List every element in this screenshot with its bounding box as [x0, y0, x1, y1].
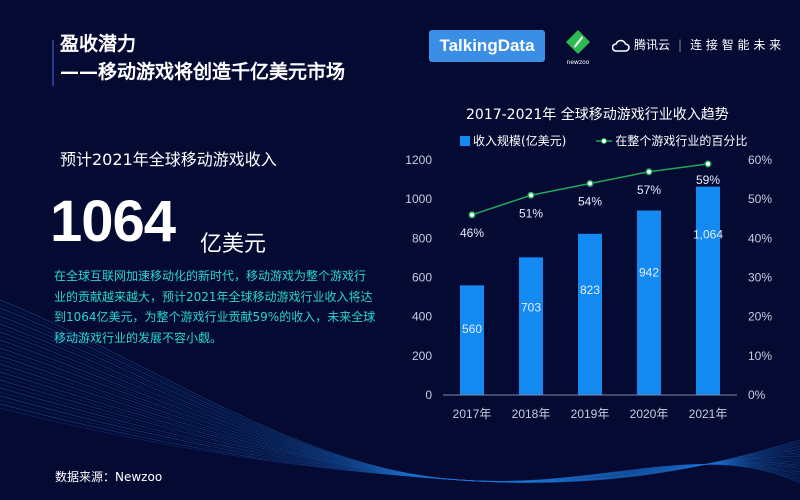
bar: [578, 233, 602, 395]
line-point: [468, 211, 476, 219]
y-tick-label: 1200: [405, 153, 432, 167]
bar-value-label: 823: [580, 283, 600, 297]
wave-line: [0, 307, 800, 483]
line-point: [645, 168, 653, 176]
description-paragraph: 在全球互联网加速移动化的新时代，移动游戏为整个游戏行业的贡献越来越大，预计202…: [54, 269, 376, 345]
title-line1: 盈收潜力: [60, 33, 137, 55]
page-title: 盈收潜力 ——移动游戏将创造千亿美元市场: [60, 30, 345, 86]
x-tick-label: 2017年: [453, 407, 492, 421]
wave-line: [0, 383, 800, 482]
tencent-slogan: 连 接 智 能 未 来: [690, 38, 782, 52]
bar-value-label: 1,064: [693, 228, 723, 242]
wave-line: [0, 339, 800, 483]
y-tick-label: 600: [412, 271, 432, 285]
data-source: 数据来源：Newzoo: [55, 470, 163, 484]
y2-tick-label: 10%: [748, 349, 772, 363]
line-value-label: 54%: [578, 195, 602, 209]
line-value-label: 51%: [519, 206, 543, 220]
wave-line: [0, 371, 800, 482]
wave-line: [0, 359, 800, 483]
wave-line: [0, 387, 800, 482]
y2-tick-label: 0%: [748, 388, 766, 402]
legend-bar: 收入规模(亿美元): [460, 132, 566, 149]
talkingdata-logo: TalkingData: [429, 30, 545, 62]
svg-text:newzoo: newzoo: [567, 59, 590, 66]
wave-line: [0, 399, 800, 482]
legend-bar-label: 收入规模(亿美元): [473, 134, 567, 148]
wave-line: [0, 299, 800, 483]
line-point: [704, 160, 712, 168]
y2-tick-label: 50%: [748, 192, 772, 206]
wave-line: [0, 367, 800, 482]
wave-line: [0, 351, 800, 483]
x-tick-label: 2020年: [630, 407, 669, 421]
y2-tick-label: 30%: [748, 271, 772, 285]
wave-line: [0, 355, 800, 483]
x-tick-label: 2018年: [512, 407, 551, 421]
bar-value-label: 942: [639, 266, 659, 280]
wave-line: [0, 395, 800, 482]
tencent-cloud-name: 腾讯云: [634, 38, 671, 52]
newzoo-logo: newzoo: [566, 30, 590, 66]
chart-legend: 收入规模(亿美元) 在整个游戏行业的百分比: [460, 132, 747, 149]
x-tick-label: 2021年: [689, 407, 728, 421]
y2-tick-label: 20%: [748, 310, 772, 324]
wave-line: [0, 407, 800, 484]
y-tick-label: 400: [412, 310, 432, 324]
wave-line: [0, 335, 800, 483]
tencent-cloud-logo: 腾讯云 | 连 接 智 能 未 来: [612, 36, 781, 53]
bar: [519, 257, 543, 395]
wave-line: [0, 391, 800, 482]
wave-line: [0, 403, 800, 482]
bar: [460, 285, 484, 395]
wave-line: [0, 327, 800, 483]
y-tick-label: 1000: [405, 192, 432, 206]
bar-value-label: 703: [521, 301, 541, 315]
wave-line: [0, 379, 800, 482]
y-tick-label: 200: [412, 349, 432, 363]
wave-line: [0, 303, 800, 483]
wave-line: [0, 375, 800, 482]
bar: [637, 210, 661, 395]
cloud-icon: [612, 39, 630, 52]
y2-tick-label: 40%: [748, 231, 772, 245]
line-point: [586, 179, 594, 188]
stat-subtitle: 预计2021年全球移动游戏收入: [60, 150, 277, 169]
wave-line: [0, 323, 800, 483]
legend-line: 在整个游戏行业的百分比: [596, 132, 747, 149]
line-point: [527, 191, 535, 199]
line-value-label: 57%: [637, 183, 661, 197]
logo-divider: |: [678, 37, 683, 52]
big-number: 1064: [50, 189, 176, 254]
bar: [696, 186, 720, 395]
big-number-unit: 亿美元: [200, 232, 267, 257]
y-tick-label: 800: [412, 231, 432, 245]
wave-line: [0, 347, 800, 483]
legend-bar-swatch: [460, 135, 470, 146]
title-line2: ——移动游戏将创造千亿美元市场: [60, 61, 346, 83]
wave-line: [0, 311, 800, 483]
wave-line: [0, 319, 800, 483]
legend-line-label: 在整个游戏行业的百分比: [615, 134, 748, 148]
wave-line: [0, 363, 800, 482]
x-tick-label: 2019年: [571, 407, 610, 421]
line-value-label: 46%: [460, 226, 484, 240]
wave-line: [0, 315, 800, 483]
y2-tick-label: 60%: [748, 153, 772, 167]
wave-line: [0, 331, 800, 483]
chart-title: 2017-2021年 全球移动游戏行业收入趋势: [466, 107, 729, 123]
title-accent-bar: [52, 40, 54, 86]
line-value-label: 59%: [696, 173, 720, 187]
bar-value-label: 560: [462, 322, 482, 336]
legend-line-swatch: [596, 137, 613, 144]
wave-line: [0, 343, 800, 483]
y-tick-label: 0: [425, 388, 432, 402]
